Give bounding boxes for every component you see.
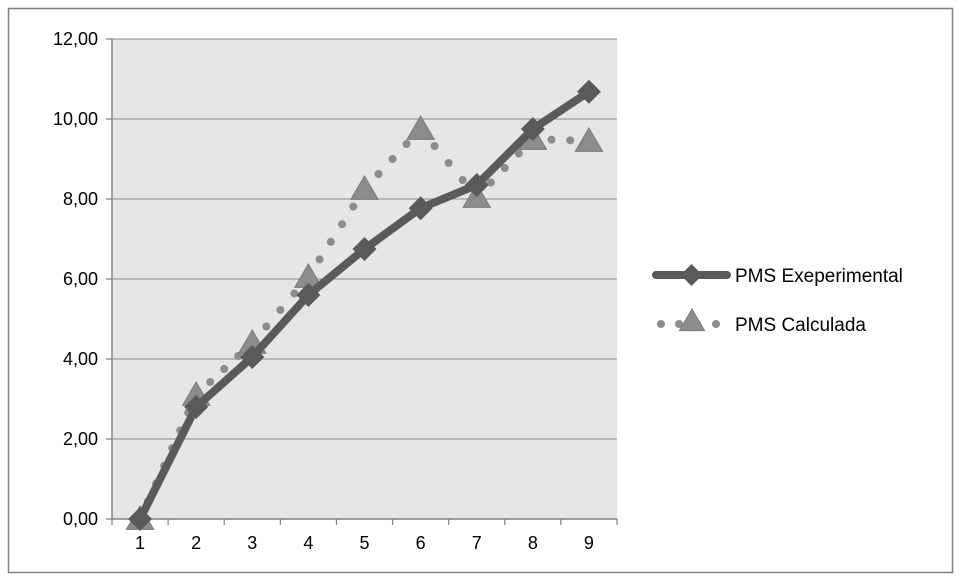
series-dot — [326, 237, 335, 246]
y-tick-label: 4,00 — [63, 349, 98, 369]
series-dot — [566, 136, 575, 145]
data-point — [349, 175, 380, 200]
series-dot — [262, 322, 271, 331]
x-tick-label: 8 — [528, 533, 538, 553]
data-point — [520, 117, 545, 141]
series-dot — [500, 164, 509, 172]
data-point — [406, 115, 436, 140]
legend-dot — [657, 320, 665, 328]
y-tick-label: 0,00 — [63, 509, 98, 529]
legend: PMS Exeperimental PMS Calculada — [652, 264, 903, 336]
series-dot — [234, 352, 243, 360]
x-tick-label: 9 — [584, 533, 594, 553]
series-dot — [402, 140, 411, 148]
series-dot — [430, 142, 439, 150]
legend-marker-pms-exeperimental — [680, 264, 703, 286]
data-point — [184, 395, 209, 419]
data-point — [352, 237, 377, 261]
series-dot — [486, 178, 495, 187]
data-point — [240, 345, 265, 369]
series-dot — [388, 155, 397, 163]
legend-dot — [675, 320, 683, 328]
x-tick-label: 4 — [303, 533, 313, 553]
series-dot — [444, 159, 453, 167]
data-point — [408, 196, 433, 221]
legend-label-pms-calculada: PMS Calculada — [735, 315, 866, 336]
series-dot — [338, 220, 347, 229]
data-point — [464, 173, 489, 197]
x-tick-label: 1 — [135, 533, 145, 553]
y-tick-label: 2,00 — [63, 429, 98, 449]
series-pms-exeperimental — [128, 79, 601, 531]
series-dot — [547, 135, 556, 144]
y-tick-label: 12,00 — [53, 29, 98, 49]
y-tick-label: 6,00 — [63, 269, 98, 289]
series-dot — [514, 149, 523, 158]
series-dot — [206, 378, 215, 386]
y-tick-label: 10,00 — [53, 109, 98, 129]
x-tick-label: 3 — [247, 533, 257, 553]
series-dot — [374, 170, 383, 178]
series-dot — [349, 202, 358, 211]
legend-marker-pms-calculada — [678, 308, 706, 332]
series-dot — [315, 255, 324, 264]
series-dot — [458, 176, 467, 184]
y-tick-label: 8,00 — [63, 189, 98, 209]
series-dot — [220, 365, 229, 373]
data-point — [128, 507, 153, 531]
data-point — [576, 79, 601, 104]
series-dot — [276, 306, 285, 314]
x-tick-label: 6 — [416, 533, 426, 553]
legend-dot — [712, 320, 720, 328]
x-tick-label: 2 — [191, 533, 201, 553]
x-tick-label: 7 — [472, 533, 482, 553]
legend-label-pms-exeperimental: PMS Exeperimental — [735, 266, 903, 287]
series-dot — [290, 289, 299, 298]
data-point — [296, 283, 321, 307]
data-point — [574, 127, 604, 152]
x-tick-label: 5 — [359, 533, 369, 553]
